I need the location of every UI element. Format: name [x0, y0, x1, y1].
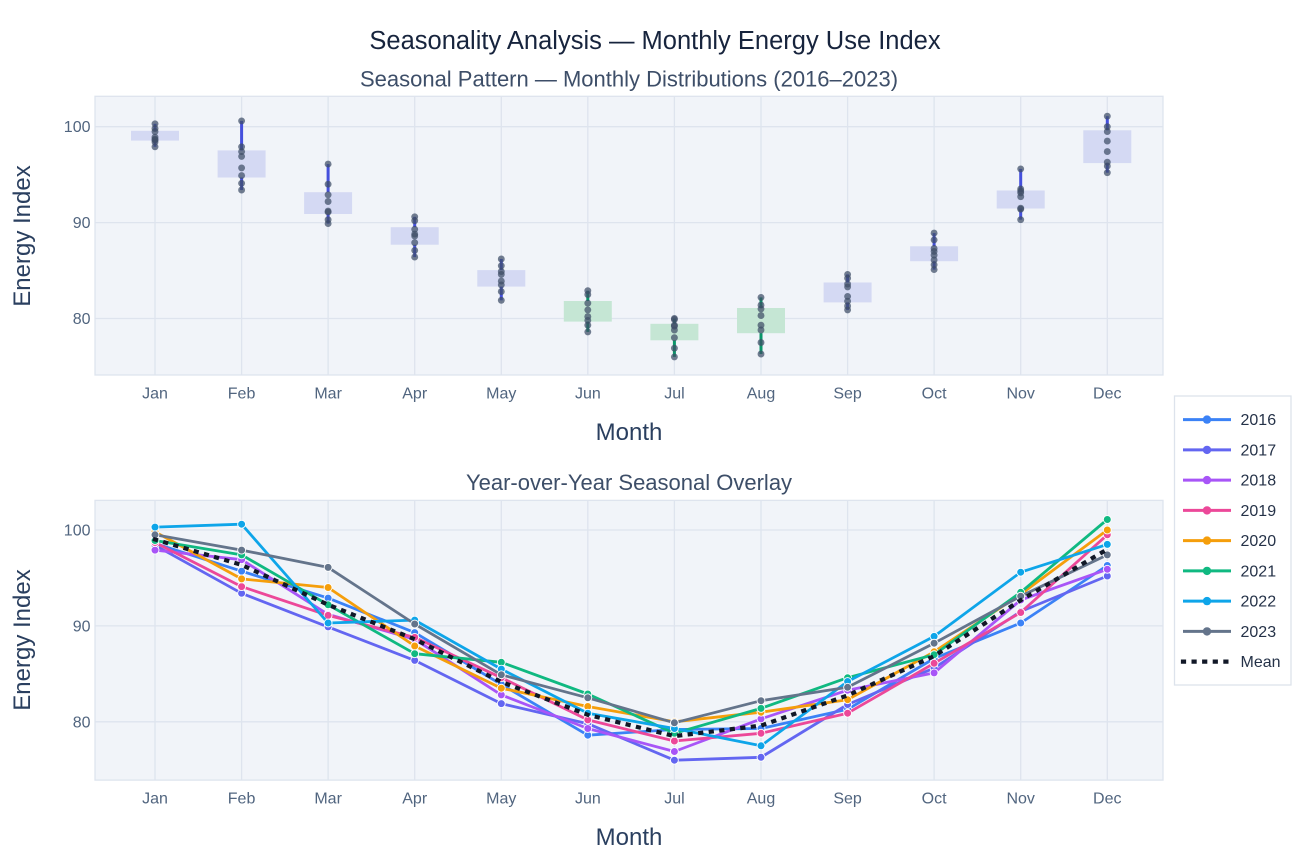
svg-text:2018: 2018 [1241, 473, 1277, 490]
svg-text:Seasonality Analysis — Monthly: Seasonality Analysis — Monthly Energy Us… [369, 27, 940, 55]
svg-text:90: 90 [73, 618, 91, 635]
svg-text:Aug: Aug [747, 385, 775, 402]
svg-text:Year-over-Year Seasonal Overla: Year-over-Year Seasonal Overlay [466, 470, 792, 495]
svg-text:Month: Month [596, 419, 663, 446]
svg-text:Jun: Jun [575, 790, 601, 807]
svg-text:Seasonal Pattern — Monthly Dis: Seasonal Pattern — Monthly Distributions… [360, 67, 898, 92]
svg-text:Mean: Mean [1241, 654, 1281, 671]
svg-text:80: 80 [73, 714, 91, 731]
svg-text:Nov: Nov [1006, 790, 1034, 807]
svg-text:Jul: Jul [664, 385, 684, 402]
svg-text:Nov: Nov [1006, 385, 1034, 402]
svg-text:Energy Index: Energy Index [9, 569, 36, 710]
svg-text:Apr: Apr [402, 385, 428, 402]
svg-text:Aug: Aug [747, 790, 775, 807]
svg-text:Oct: Oct [922, 790, 947, 807]
svg-text:100: 100 [64, 119, 91, 136]
svg-text:Feb: Feb [228, 385, 256, 402]
svg-text:Jan: Jan [142, 790, 168, 807]
svg-text:2019: 2019 [1241, 503, 1277, 520]
svg-text:Sep: Sep [833, 790, 862, 807]
svg-text:Apr: Apr [402, 790, 428, 807]
svg-text:Dec: Dec [1093, 790, 1121, 807]
svg-text:Dec: Dec [1093, 385, 1121, 402]
svg-text:Sep: Sep [833, 385, 862, 402]
svg-text:Energy Index: Energy Index [9, 165, 36, 306]
svg-text:2020: 2020 [1241, 533, 1277, 550]
svg-text:Feb: Feb [228, 790, 256, 807]
svg-text:Mar: Mar [314, 790, 342, 807]
svg-text:Jul: Jul [664, 790, 684, 807]
svg-text:Oct: Oct [922, 385, 947, 402]
svg-text:90: 90 [73, 215, 91, 232]
svg-text:100: 100 [64, 523, 91, 540]
svg-text:2016: 2016 [1241, 412, 1277, 429]
svg-text:Jun: Jun [575, 385, 601, 402]
svg-text:Mar: Mar [314, 385, 342, 402]
svg-text:Jan: Jan [142, 385, 168, 402]
svg-text:2023: 2023 [1241, 624, 1277, 641]
svg-text:2021: 2021 [1241, 563, 1277, 580]
svg-text:80: 80 [73, 311, 91, 328]
svg-text:2017: 2017 [1241, 442, 1277, 459]
svg-text:May: May [486, 385, 516, 402]
svg-text:Month: Month [596, 824, 663, 851]
svg-text:2022: 2022 [1241, 594, 1277, 611]
svg-text:May: May [486, 790, 516, 807]
